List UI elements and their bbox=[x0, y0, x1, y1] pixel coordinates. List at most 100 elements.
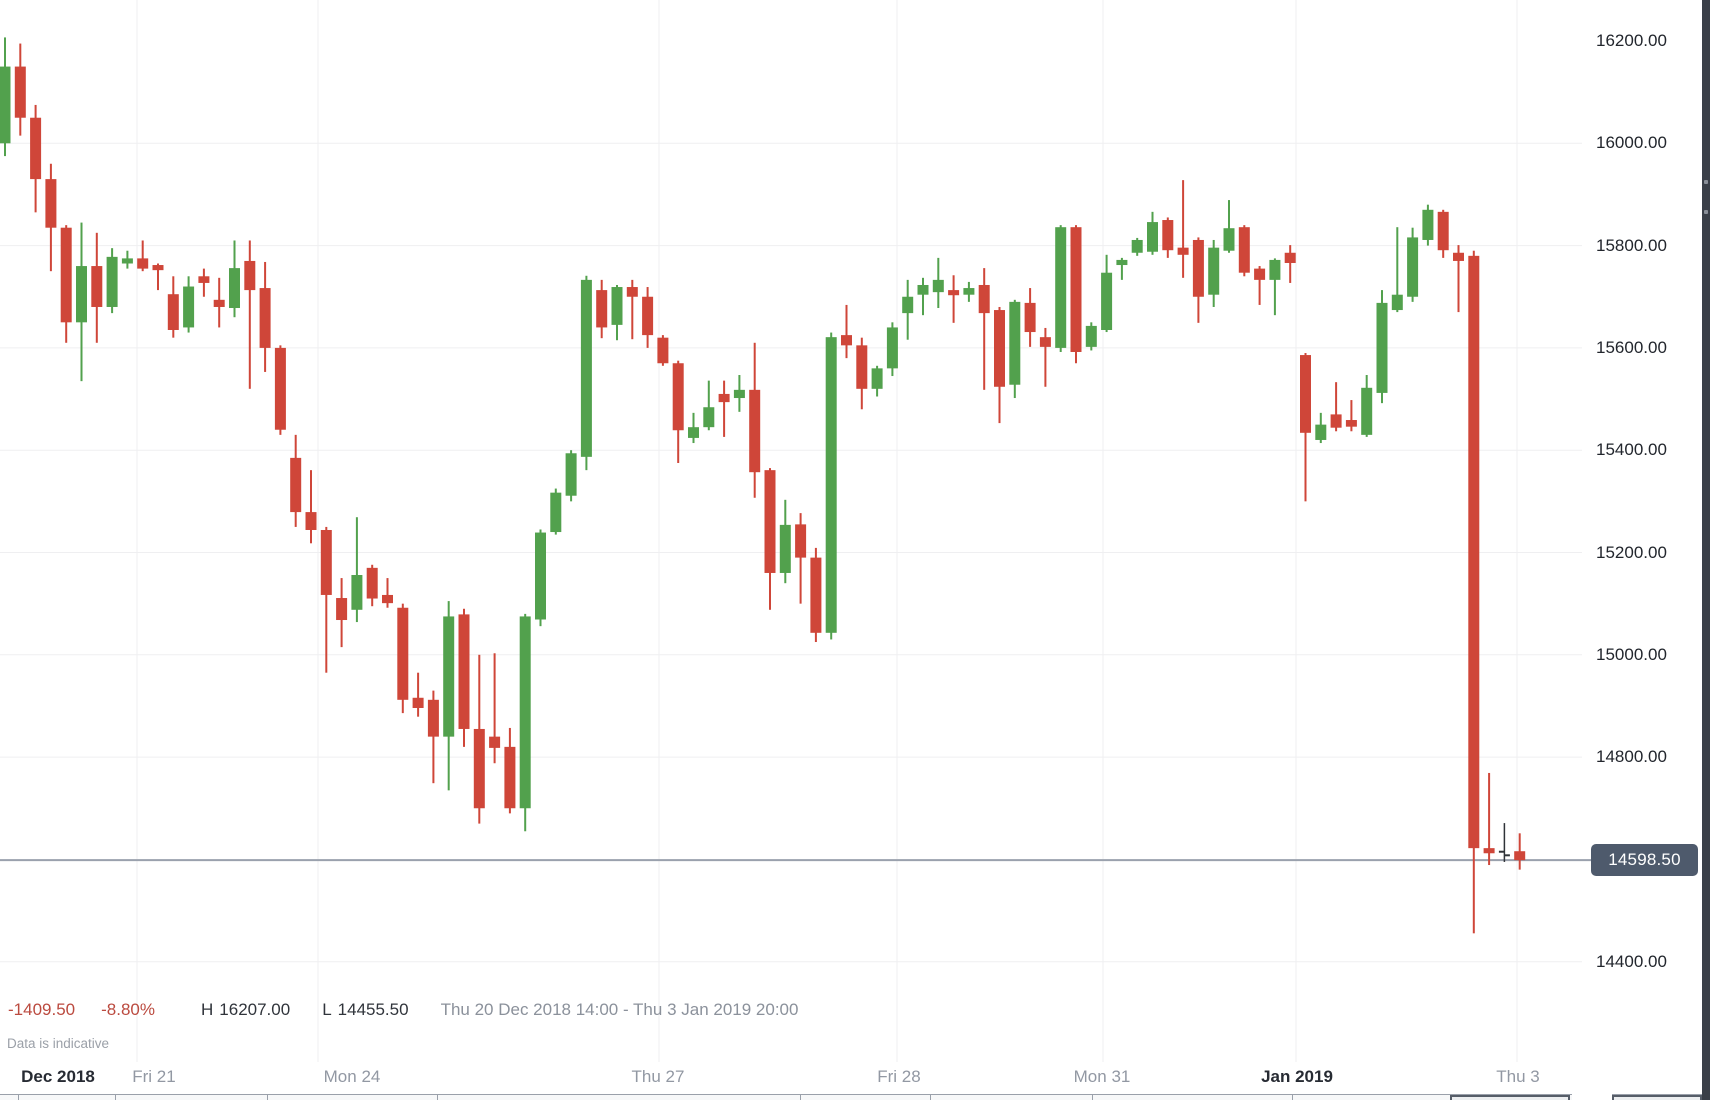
price-tick-label: 14800.00 bbox=[1596, 747, 1667, 767]
candle-wick bbox=[325, 526, 328, 673]
candle bbox=[45, 163, 57, 272]
candle-body bbox=[1162, 220, 1174, 251]
candle-body bbox=[1315, 424, 1327, 440]
candle-body bbox=[565, 453, 577, 496]
time-tick-label: Jan 2019 bbox=[1261, 1067, 1333, 1086]
candle bbox=[580, 275, 592, 471]
candle-body bbox=[841, 335, 852, 346]
candle-body bbox=[1514, 851, 1526, 861]
candle bbox=[1116, 257, 1128, 280]
candle-wick bbox=[723, 380, 726, 437]
time-tick-label: Fri 28 bbox=[877, 1067, 921, 1086]
candle-body bbox=[718, 393, 730, 403]
candle bbox=[1468, 250, 1480, 934]
candle-body bbox=[1345, 420, 1357, 427]
candle bbox=[519, 613, 531, 832]
candle bbox=[1192, 237, 1204, 323]
candle bbox=[733, 375, 745, 412]
candle bbox=[1223, 200, 1235, 253]
candle bbox=[382, 578, 393, 608]
candle bbox=[1330, 382, 1342, 432]
scrubber-tick bbox=[1292, 1095, 1293, 1100]
candle bbox=[137, 240, 149, 272]
candle-body bbox=[978, 284, 990, 314]
candle bbox=[611, 284, 623, 341]
candle bbox=[1315, 412, 1327, 444]
candle-wick bbox=[1258, 266, 1261, 305]
candle-body bbox=[1208, 247, 1220, 295]
candle-body bbox=[596, 290, 608, 328]
candle-body bbox=[106, 256, 118, 307]
price-tick-label: 15200.00 bbox=[1596, 542, 1667, 562]
candle-wick bbox=[157, 263, 159, 291]
candle-body bbox=[535, 532, 546, 620]
candle-body bbox=[1254, 268, 1266, 280]
candle-body bbox=[274, 347, 286, 430]
scrubber-tick bbox=[18, 1095, 19, 1100]
candle-body bbox=[1407, 237, 1419, 297]
candle-body bbox=[886, 327, 898, 369]
candle-body bbox=[856, 345, 868, 389]
scrubber-handle[interactable] bbox=[1612, 1095, 1702, 1100]
price-tick-label: 15400.00 bbox=[1596, 440, 1667, 460]
candle-body bbox=[1024, 302, 1036, 333]
candle-body bbox=[733, 389, 745, 399]
candle-body bbox=[1284, 252, 1296, 263]
date-range: Thu 20 Dec 2018 14:00 - Thu 3 Jan 2019 2… bbox=[440, 1000, 799, 1019]
candle-body bbox=[795, 524, 807, 558]
candle-body bbox=[14, 66, 26, 118]
time-scrubber[interactable] bbox=[0, 1094, 1702, 1100]
candle-body bbox=[1085, 325, 1097, 347]
candle-body bbox=[30, 117, 42, 180]
candle bbox=[1208, 239, 1220, 307]
candle bbox=[1361, 375, 1373, 437]
candle-body bbox=[489, 736, 501, 748]
candle bbox=[703, 380, 715, 431]
candle bbox=[810, 547, 822, 643]
candle bbox=[841, 304, 852, 359]
scrubber-tick bbox=[267, 1095, 268, 1100]
candle-body bbox=[213, 299, 225, 307]
candle-wick bbox=[1503, 823, 1506, 862]
candle-body bbox=[152, 265, 164, 271]
candle-body bbox=[183, 286, 195, 328]
candle bbox=[672, 360, 684, 463]
candle-wick bbox=[631, 279, 634, 340]
candle-body bbox=[1238, 227, 1250, 273]
right-edge-scrollbar[interactable] bbox=[1702, 0, 1710, 1100]
candle-body bbox=[672, 363, 684, 431]
candle bbox=[152, 263, 164, 291]
candle bbox=[963, 281, 975, 302]
candle-body bbox=[137, 258, 149, 269]
time-tick-label: Thu 27 bbox=[631, 1067, 685, 1086]
candle-body bbox=[580, 279, 592, 457]
candle bbox=[1147, 211, 1158, 255]
candle-body bbox=[427, 699, 439, 737]
candle bbox=[1284, 245, 1296, 283]
candle bbox=[1162, 217, 1174, 258]
session-high: H 16207.00 bbox=[201, 1000, 296, 1020]
candle-body bbox=[1300, 355, 1311, 433]
scrubber-tick bbox=[930, 1095, 931, 1100]
high-value: 16207.00 bbox=[219, 1000, 291, 1019]
candle-wick bbox=[983, 268, 986, 390]
chart-status-bar: -1409.50 -8.80% H 16207.00 L 14455.50 Thu … bbox=[8, 1000, 798, 1020]
price-tick-label: 16200.00 bbox=[1596, 31, 1667, 50]
candle bbox=[229, 240, 240, 318]
candle bbox=[244, 240, 256, 389]
candle bbox=[902, 279, 914, 340]
price-tick-label: 15600.00 bbox=[1596, 337, 1667, 357]
candle bbox=[290, 434, 302, 527]
scrubber-handle[interactable] bbox=[1450, 1095, 1570, 1100]
candle bbox=[764, 468, 776, 610]
candle bbox=[1101, 254, 1113, 333]
candle bbox=[14, 43, 26, 136]
candle bbox=[795, 513, 807, 604]
price-tick-label: 15000.00 bbox=[1596, 644, 1667, 664]
candle-wick bbox=[310, 470, 312, 544]
candle-wick bbox=[417, 672, 420, 717]
candle bbox=[76, 222, 87, 382]
candle bbox=[932, 257, 944, 309]
